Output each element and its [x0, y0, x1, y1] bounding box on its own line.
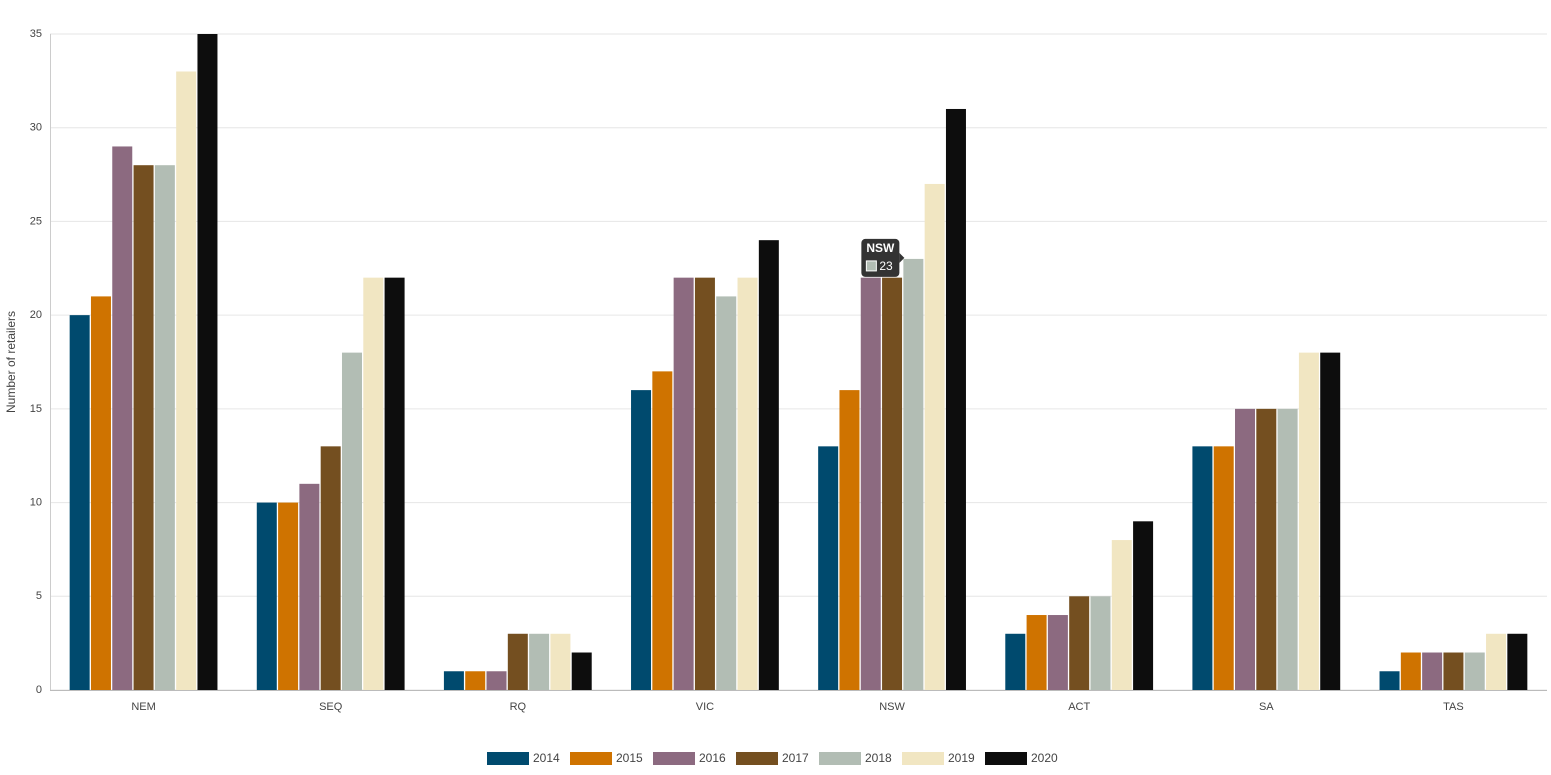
bar: [1047, 615, 1068, 690]
bar: [571, 652, 592, 690]
bar: [924, 183, 945, 690]
bar: [903, 258, 924, 690]
bar: [384, 277, 405, 690]
y-tick-label: 25: [30, 215, 42, 227]
legend-swatch: [902, 752, 944, 765]
legend-label: 2017: [782, 751, 809, 765]
bar: [112, 146, 133, 690]
bar: [945, 108, 966, 690]
bar: [1111, 540, 1132, 690]
bar: [1379, 671, 1400, 690]
bar: [341, 352, 362, 690]
y-tick-label: 30: [30, 122, 42, 134]
bar: [154, 165, 175, 690]
bar: [1005, 633, 1026, 690]
x-tick-label: TAS: [1443, 701, 1464, 713]
bar: [299, 483, 320, 690]
legend-swatch: [487, 752, 529, 765]
legend-swatch: [570, 752, 612, 765]
x-tick-label: ACT: [1068, 701, 1090, 713]
bar: [673, 277, 694, 690]
bar: [278, 502, 299, 690]
bar: [1320, 352, 1341, 690]
bar: [882, 277, 903, 690]
bar: [443, 671, 464, 690]
tooltip: NSW 23: [861, 238, 905, 277]
bar: [320, 446, 341, 690]
legend-swatch: [819, 752, 861, 765]
bar: [486, 671, 507, 690]
bar: [1277, 408, 1298, 690]
legend-label: 2014: [533, 751, 560, 765]
x-tick-label: RQ: [510, 701, 527, 713]
y-tick-label: 15: [30, 403, 42, 415]
tooltip-swatch: [865, 260, 877, 272]
bar: [90, 296, 111, 690]
tooltip-pointer: [899, 252, 905, 263]
bar: [1422, 652, 1443, 690]
bar: [529, 633, 550, 690]
x-tick-label: SEQ: [319, 701, 343, 713]
bar: [1443, 652, 1464, 690]
legend-swatch: [985, 752, 1027, 765]
bar: [1026, 615, 1047, 690]
legend-label: 2019: [948, 751, 975, 765]
bar: [256, 502, 277, 690]
legend-label: 2016: [699, 751, 726, 765]
bar: [1256, 408, 1277, 690]
bar: [1298, 352, 1319, 690]
bar: [1400, 652, 1421, 690]
y-axis-label: Number of retailers: [4, 311, 18, 413]
y-tick-label: 0: [36, 684, 42, 696]
bar: [1133, 521, 1154, 690]
x-tick-label: NEM: [131, 701, 155, 713]
bar: [1507, 633, 1528, 690]
y-tick-label: 35: [30, 28, 42, 40]
bar: [133, 165, 154, 690]
bar: [1213, 446, 1234, 690]
bar: [465, 671, 486, 690]
bar: [1192, 446, 1213, 690]
bar: [1464, 652, 1485, 690]
bar: [550, 633, 571, 690]
legend-label: 2018: [865, 751, 892, 765]
bar: [716, 296, 737, 690]
bar: [631, 390, 652, 690]
tooltip-title: NSW: [866, 241, 895, 255]
legend-swatch: [653, 752, 695, 765]
tooltip-value: 23: [879, 259, 893, 273]
legend-label: 2015: [616, 751, 643, 765]
legend-label: 2020: [1031, 751, 1058, 765]
legend-swatch: [736, 752, 778, 765]
bar: [818, 446, 839, 690]
bar: [1069, 596, 1090, 690]
x-tick-label: SA: [1259, 701, 1274, 713]
bar: [860, 277, 881, 690]
bar: [652, 371, 673, 690]
bar: [1090, 596, 1111, 690]
y-tick-label: 5: [36, 590, 42, 602]
y-tick-label: 20: [30, 309, 42, 321]
bar: [694, 277, 715, 690]
x-tick-label: VIC: [696, 701, 714, 713]
bar: [839, 390, 860, 690]
bar: [1486, 633, 1507, 690]
y-tick-label: 10: [30, 496, 42, 508]
bar: [758, 240, 779, 690]
bar: [1235, 408, 1256, 690]
bar: [69, 315, 90, 690]
bar: [507, 633, 528, 690]
bar: [737, 277, 758, 690]
x-tick-label: NSW: [879, 701, 905, 713]
bar: [176, 71, 197, 690]
bar: [363, 277, 384, 690]
bar: [197, 34, 218, 690]
